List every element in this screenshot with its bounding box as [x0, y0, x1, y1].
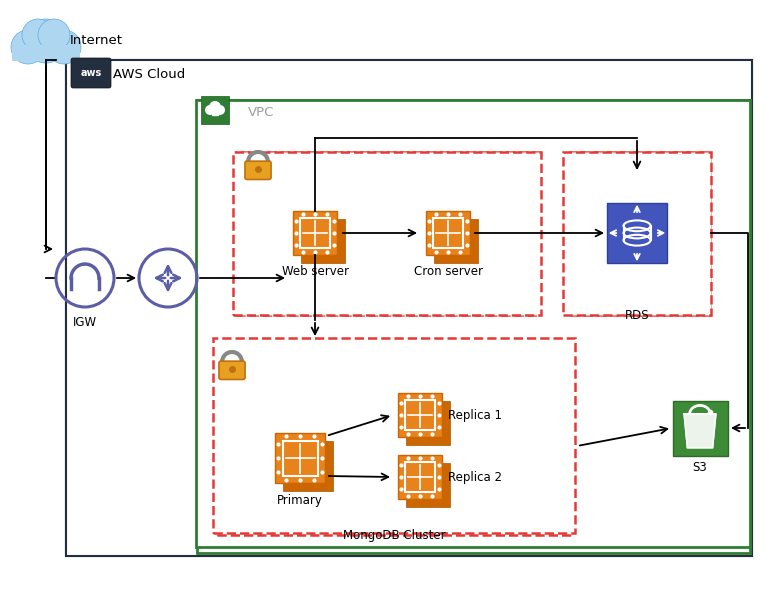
Polygon shape: [684, 414, 716, 448]
FancyBboxPatch shape: [405, 400, 436, 430]
Circle shape: [209, 101, 221, 113]
FancyBboxPatch shape: [672, 401, 728, 456]
Text: S3: S3: [692, 461, 707, 474]
FancyBboxPatch shape: [283, 441, 333, 491]
Bar: [570, 152, 710, 315]
FancyBboxPatch shape: [433, 217, 463, 248]
Bar: [563, 152, 711, 315]
FancyBboxPatch shape: [300, 217, 331, 248]
FancyBboxPatch shape: [293, 211, 337, 255]
Bar: [197, 100, 750, 553]
Text: VPC: VPC: [248, 106, 274, 119]
Text: aws: aws: [80, 68, 102, 78]
FancyBboxPatch shape: [301, 219, 345, 263]
FancyBboxPatch shape: [282, 440, 318, 476]
FancyBboxPatch shape: [607, 203, 667, 263]
FancyBboxPatch shape: [219, 361, 245, 379]
Circle shape: [22, 19, 54, 51]
Text: Replica 2: Replica 2: [448, 470, 502, 483]
Bar: [233, 152, 541, 315]
Text: MongoDB Cluster: MongoDB Cluster: [342, 529, 446, 542]
Bar: [12, 45, 80, 61]
Bar: [196, 100, 750, 547]
Text: Replica 1: Replica 1: [448, 408, 502, 421]
FancyBboxPatch shape: [245, 161, 271, 180]
Text: IGW: IGW: [73, 316, 97, 329]
FancyBboxPatch shape: [71, 58, 111, 88]
Text: Cron server: Cron server: [413, 265, 483, 278]
Bar: [236, 152, 539, 315]
Text: Primary: Primary: [277, 494, 323, 507]
Circle shape: [47, 30, 81, 64]
FancyBboxPatch shape: [275, 433, 325, 483]
Bar: [66, 60, 752, 556]
FancyBboxPatch shape: [398, 393, 442, 437]
Bar: [217, 340, 572, 535]
Circle shape: [205, 105, 215, 115]
Circle shape: [215, 105, 225, 115]
FancyBboxPatch shape: [406, 463, 450, 507]
Bar: [213, 338, 575, 533]
Bar: [66, 60, 752, 556]
FancyBboxPatch shape: [426, 211, 470, 255]
Text: RDS: RDS: [625, 309, 649, 322]
FancyBboxPatch shape: [434, 219, 478, 263]
Circle shape: [24, 19, 68, 63]
Text: AWS Cloud: AWS Cloud: [113, 69, 185, 82]
FancyBboxPatch shape: [405, 462, 436, 492]
Circle shape: [11, 30, 45, 64]
FancyBboxPatch shape: [406, 401, 450, 445]
FancyBboxPatch shape: [201, 96, 229, 124]
Text: Internet: Internet: [70, 34, 123, 47]
FancyBboxPatch shape: [398, 455, 442, 499]
Circle shape: [38, 19, 70, 51]
Text: Web server: Web server: [281, 265, 348, 278]
